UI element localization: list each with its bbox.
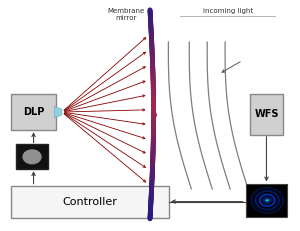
Text: Membrane
mirror: Membrane mirror	[107, 8, 145, 21]
Text: incoming light: incoming light	[202, 8, 253, 14]
FancyBboxPatch shape	[11, 185, 169, 218]
FancyBboxPatch shape	[11, 94, 56, 131]
FancyBboxPatch shape	[250, 94, 283, 135]
Text: Controller: Controller	[63, 197, 118, 207]
Text: DLP: DLP	[23, 107, 44, 117]
Text: WFS: WFS	[254, 109, 279, 119]
Polygon shape	[54, 106, 62, 118]
Bar	[246, 184, 287, 216]
Circle shape	[23, 150, 41, 164]
FancyBboxPatch shape	[16, 144, 49, 170]
